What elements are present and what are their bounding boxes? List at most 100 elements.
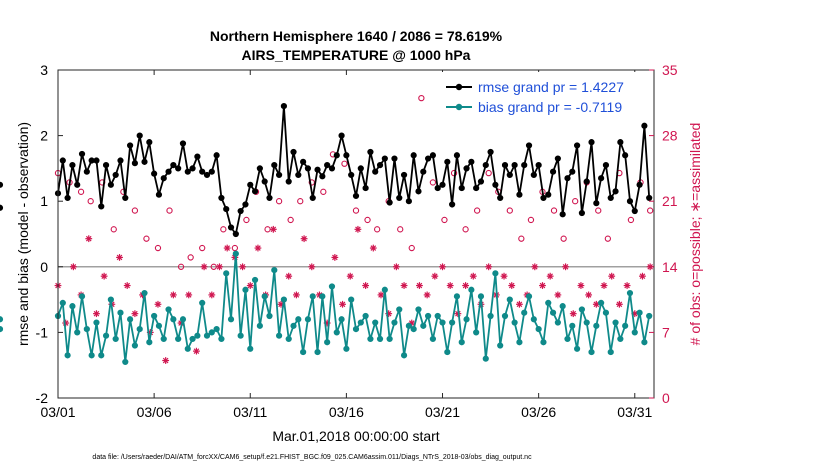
bias-point	[612, 319, 619, 326]
bias-point	[598, 299, 605, 306]
assimilated-obs-marker	[400, 282, 408, 289]
rmse-point	[535, 162, 542, 169]
asterisk-stroke	[285, 273, 292, 279]
asterisk-stroke	[624, 282, 630, 289]
rmse-point	[525, 142, 533, 149]
rmse-point	[420, 168, 427, 175]
asterisk-stroke	[416, 282, 423, 289]
bias-point	[237, 332, 244, 339]
x-tick-label: 03/06	[137, 404, 172, 420]
bias-point	[400, 352, 408, 359]
rmse-point	[569, 168, 576, 175]
possible-obs-marker	[572, 198, 579, 205]
bias-point	[155, 322, 163, 329]
assimilated-obs-marker	[423, 291, 431, 299]
rmse-point	[102, 162, 110, 169]
bias-series-line	[57, 252, 651, 363]
possible-obs-marker	[243, 216, 250, 224]
assimilated-obs-marker	[269, 225, 277, 233]
asterisk-stroke	[239, 263, 246, 270]
bias-point	[285, 335, 292, 343]
possible-obs-marker	[418, 94, 425, 102]
rmse-point	[319, 173, 326, 180]
assimilated-obs-marker	[639, 272, 646, 280]
rmse-point	[324, 162, 331, 169]
asterisk-stroke	[339, 301, 346, 308]
asterisk-stroke	[393, 263, 400, 270]
rmse-point	[626, 198, 634, 205]
bias-point	[420, 322, 427, 329]
bias-point	[343, 345, 350, 352]
rmse-point	[549, 168, 557, 175]
rmse-point	[554, 155, 561, 162]
assimilated-obs-marker	[446, 282, 454, 289]
bias-point	[251, 276, 259, 284]
rmse-point	[146, 139, 153, 146]
bias-point	[521, 309, 528, 316]
y-axis-right: 0 7 14 21 28 35	[649, 62, 678, 406]
rmse-point	[271, 162, 278, 169]
y-left-tick-label: 1	[40, 193, 48, 209]
asterisk-stroke	[347, 273, 354, 279]
asterisk-stroke	[209, 292, 215, 298]
bias-point	[631, 329, 638, 336]
possible-obs-marker	[462, 226, 469, 233]
possible-obs-marker	[297, 198, 304, 205]
assimilated-obs-marker	[239, 263, 246, 271]
possible-obs-marker	[429, 179, 437, 186]
rmse-point	[280, 102, 288, 110]
rmse-point	[612, 188, 619, 195]
assimilated-obs-marker	[69, 263, 77, 271]
possible-obs-marker	[177, 263, 185, 270]
possible-obs-marker	[287, 216, 294, 224]
x-tick-label: 03/16	[329, 404, 364, 420]
rmse-point	[588, 139, 595, 146]
possible-obs-marker	[373, 226, 381, 233]
possible-obs-marker	[473, 207, 481, 214]
y-axis-left: -2 -1 0 1 2 3	[36, 62, 63, 406]
bias-point	[492, 270, 499, 277]
rmse-point	[415, 188, 422, 195]
possible-obs-marker	[397, 226, 404, 233]
data-file-caption: data file: /Users/raeder/DAI/ATM_forcXX/…	[92, 454, 532, 461]
asterisk-stroke	[585, 292, 592, 298]
asterisk-stroke	[70, 263, 77, 270]
rmse-point	[64, 194, 71, 202]
rmse-point	[593, 200, 600, 207]
bias-point	[434, 312, 441, 320]
bias-point	[179, 316, 187, 323]
rmse-point	[314, 166, 321, 173]
asterisk-stroke	[570, 310, 577, 317]
bias-point	[497, 342, 504, 349]
assimilated-obs-marker	[500, 272, 508, 280]
legend-entry-bias: bias grand pr = -0.7119	[478, 99, 622, 115]
bias-point	[170, 316, 177, 323]
rmse-series-line	[57, 105, 651, 235]
assimilated-obs-marker	[485, 263, 493, 271]
bias-point	[146, 339, 153, 346]
x-tick-label: 03/11	[233, 404, 267, 420]
asterisk-stroke	[185, 292, 192, 298]
bias-point	[319, 293, 326, 300]
rmse-point	[98, 203, 105, 210]
bias-point	[266, 312, 273, 320]
asterisk-stroke	[424, 292, 430, 298]
rmse-point	[218, 194, 225, 202]
bias-point	[554, 319, 561, 326]
bias-point	[583, 319, 590, 326]
bias-point	[357, 319, 364, 326]
bias-point	[102, 332, 110, 339]
asterisk-stroke	[270, 226, 277, 233]
asterisk-stroke	[216, 263, 223, 270]
rmse-point	[583, 178, 590, 185]
bias-point	[391, 319, 398, 326]
bias-point	[324, 339, 331, 346]
rmse-point	[545, 191, 552, 198]
rmse-point	[573, 142, 581, 149]
rmse-point	[131, 160, 139, 167]
rmse-point	[203, 171, 211, 179]
possible-obs-marker	[550, 207, 558, 214]
possible-obs-marker	[627, 216, 635, 224]
possible-obs-marker	[77, 188, 85, 195]
rmse-point	[338, 132, 345, 139]
